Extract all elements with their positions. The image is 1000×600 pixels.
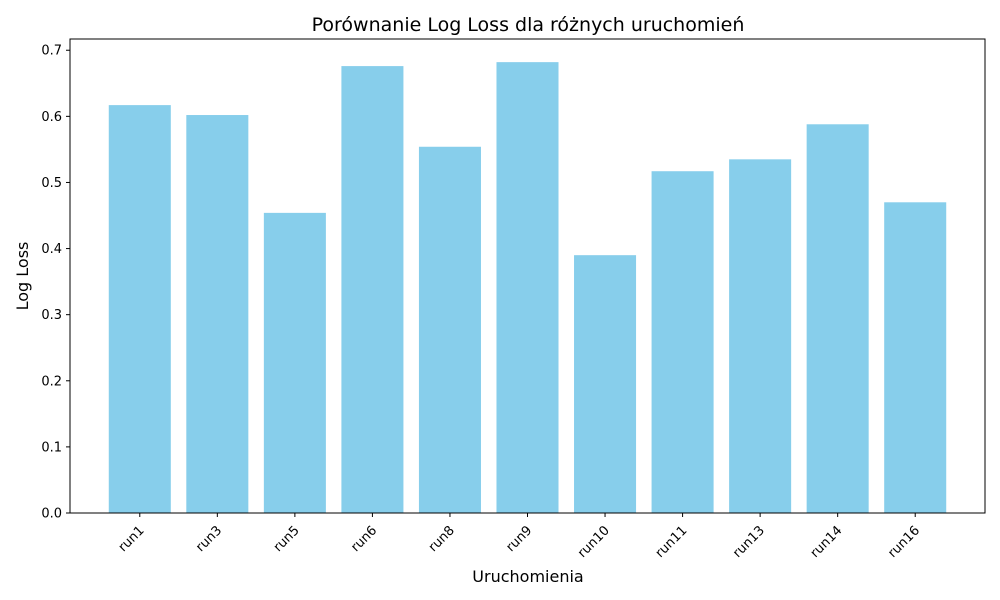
chart-title: Porównanie Log Loss dla różnych uruchomi… [312,14,745,36]
x-tick-label: run9 [503,523,535,555]
x-tick-label: run5 [271,523,303,555]
y-tick-label: 0.5 [41,176,62,191]
x-tick-label: run6 [348,523,380,555]
bar-run13 [729,159,792,513]
x-tick-label: run11 [653,523,691,561]
bar-run1 [108,105,171,514]
bar-run16 [884,202,947,514]
bar-run6 [341,66,404,513]
y-axis: 0.0 0.1 0.2 0.3 0.4 0.5 0.6 0.7 [41,44,70,522]
bars-group [108,62,947,514]
bar-run5 [263,212,326,513]
x-tick-label: run1 [116,523,148,555]
y-axis-label: Log Loss [13,242,32,311]
x-axis: run1 run3 run5 run6 run8 run9 run10 run11 run13 r… [116,513,923,561]
y-tick-label: 0.2 [41,374,62,389]
bar-run10 [574,255,637,513]
bar-run11 [651,171,714,513]
bar-run8 [418,146,481,513]
y-tick-label: 0.1 [41,440,62,455]
x-tick-label: run3 [193,523,225,555]
x-tick-label: run8 [426,523,458,555]
x-axis-label: Uruchomienia [472,567,583,586]
x-tick-label: run10 [575,523,613,561]
bar-run9 [496,62,559,513]
bar-run3 [186,115,249,513]
x-tick-label: run14 [808,523,846,561]
y-tick-label: 0.4 [41,242,62,257]
y-tick-label: 0.3 [41,308,62,323]
x-tick-label: run13 [730,523,768,561]
y-tick-label: 0.6 [41,110,62,125]
x-tick-label: run16 [885,523,923,561]
bar-run14 [806,124,869,513]
y-tick-label: 0.7 [41,44,62,59]
plot-frame [69,38,986,514]
y-tick-label: 0.0 [41,507,62,522]
